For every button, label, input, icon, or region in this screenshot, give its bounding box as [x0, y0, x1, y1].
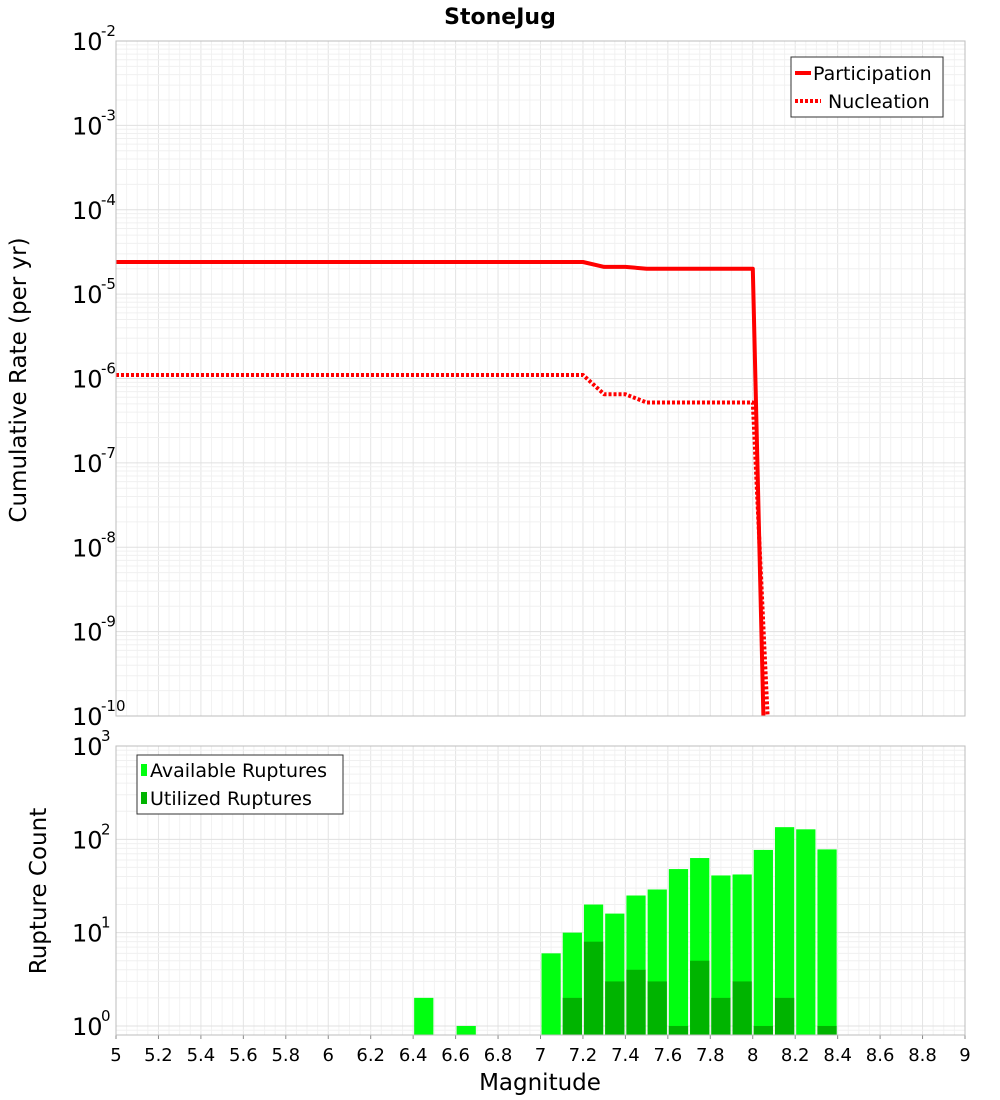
x-tick-label: 8.6: [866, 1045, 895, 1066]
y-tick-exponent: 1: [101, 914, 111, 932]
legend-label-nucleation: Nucleation: [828, 91, 930, 113]
y-tick-exponent: -10: [101, 697, 126, 715]
y-tick-label: 10: [72, 703, 103, 731]
bar-utilized: [583, 941, 604, 1035]
x-axis-label: Magnitude: [479, 1070, 601, 1096]
count-plot-x-ticks: 5 5.2 5.4 5.6 5.8 6 6.2 6.4 6.6 6.8 7 7.2 7.4 7.6 7.8 8…: [110, 1035, 971, 1066]
series-line-participation: [116, 260, 766, 717]
bar-available: [817, 849, 837, 1035]
y-tick-exponent: -8: [101, 528, 116, 546]
bar-available: [774, 827, 795, 1035]
y-tick-label: 10: [72, 733, 103, 761]
utilized-bars: [562, 941, 837, 1035]
rate-legend: Participation Nucleation: [790, 56, 944, 118]
y-tick-label: 10: [72, 197, 103, 225]
x-tick-label: 7.8: [696, 1045, 725, 1066]
bar-available: [541, 953, 561, 1035]
bar-utilized: [647, 981, 667, 1035]
count-legend: Available Ruptures Utilized Ruptures: [136, 754, 344, 815]
x-tick-label: 7.2: [569, 1045, 598, 1066]
x-tick-label: 6.2: [356, 1045, 385, 1066]
y-tick-exponent: -6: [101, 360, 116, 378]
x-tick-label: 6.4: [399, 1045, 428, 1066]
y-tick-exponent: -3: [101, 106, 116, 124]
bar-utilized: [605, 981, 625, 1035]
x-tick-label: 8.2: [781, 1045, 810, 1066]
x-tick-label: 5.2: [144, 1045, 173, 1066]
bar-utilized: [668, 1025, 689, 1035]
x-tick-label: 7.4: [611, 1045, 640, 1066]
x-tick-label: 8: [747, 1045, 758, 1066]
bar-utilized: [562, 997, 582, 1035]
y-tick-exponent: -4: [101, 191, 116, 209]
y-tick-exponent: -2: [101, 22, 116, 40]
bar-available: [414, 997, 434, 1035]
legend-label-available: Available Ruptures: [150, 760, 327, 782]
x-tick-label: 8.4: [823, 1045, 852, 1066]
y-tick-label: 10: [72, 619, 103, 647]
legend-swatch-utilized: [141, 792, 147, 804]
x-tick-label: 5.4: [187, 1045, 216, 1066]
y-tick-exponent: -9: [101, 613, 116, 631]
bar-utilized: [753, 1025, 773, 1035]
y-tick-label: 10: [72, 281, 103, 309]
rate-plot: 10-210-310-410-510-610-710-810-910-10 Cu…: [6, 22, 966, 731]
series-line-nucleation: [116, 373, 770, 717]
x-tick-label: 6.6: [441, 1045, 470, 1066]
bar-available: [796, 829, 816, 1035]
x-tick-label: 7: [535, 1045, 546, 1066]
rate-plot-series: [116, 260, 770, 717]
x-tick-label: 6.8: [484, 1045, 513, 1066]
y-tick-exponent: -5: [101, 275, 116, 293]
y-tick-exponent: -7: [101, 444, 116, 462]
bar-utilized: [711, 997, 731, 1035]
y-tick-exponent: 3: [101, 727, 111, 745]
y-tick-label: 10: [72, 366, 103, 394]
y-tick-label: 10: [72, 920, 103, 948]
rate-legend-box: [790, 56, 944, 118]
bar-utilized: [626, 969, 646, 1035]
count-y-axis-label: Rupture Count: [26, 808, 52, 974]
x-tick-label: 6: [323, 1045, 334, 1066]
count-plot-frame: [115, 745, 966, 1036]
bar-utilized: [817, 1025, 837, 1035]
y-tick-label: 10: [72, 826, 103, 854]
bar-utilized: [774, 997, 795, 1035]
x-tick-label: 7.6: [654, 1045, 683, 1066]
x-tick-label: 8.8: [908, 1045, 937, 1066]
bar-available: [753, 849, 773, 1035]
x-tick-label: 5.6: [229, 1045, 258, 1066]
count-legend-box: [136, 754, 344, 815]
y-tick-label: 10: [72, 534, 103, 562]
legend-label-utilized: Utilized Ruptures: [150, 788, 312, 810]
y-tick-label: 10: [72, 450, 103, 478]
rate-plot-frame: [115, 40, 966, 717]
bar-available: [711, 875, 731, 1035]
legend-label-participation: Participation: [813, 63, 932, 85]
y-tick-label: 10: [72, 28, 103, 56]
rate-plot-y-ticks: 10-210-310-410-510-610-710-810-910-10: [72, 22, 126, 731]
x-tick-label: 5.8: [271, 1045, 300, 1066]
bar-utilized: [690, 960, 710, 1035]
y-tick-exponent: 0: [101, 1007, 111, 1025]
chart-title: StoneJug: [444, 5, 556, 30]
rate-plot-grid: [115, 40, 966, 717]
bar-available: [456, 1025, 476, 1035]
y-tick-label: 10: [72, 112, 103, 140]
bar-utilized: [732, 981, 752, 1035]
x-tick-label: 9: [959, 1045, 970, 1066]
rate-y-axis-label: Cumulative Rate (per yr): [6, 237, 32, 522]
bar-available: [668, 869, 689, 1035]
y-tick-label: 10: [72, 1013, 103, 1041]
y-tick-exponent: 2: [101, 820, 111, 838]
legend-swatch-available: [141, 764, 147, 776]
x-tick-label: 5: [110, 1045, 121, 1066]
